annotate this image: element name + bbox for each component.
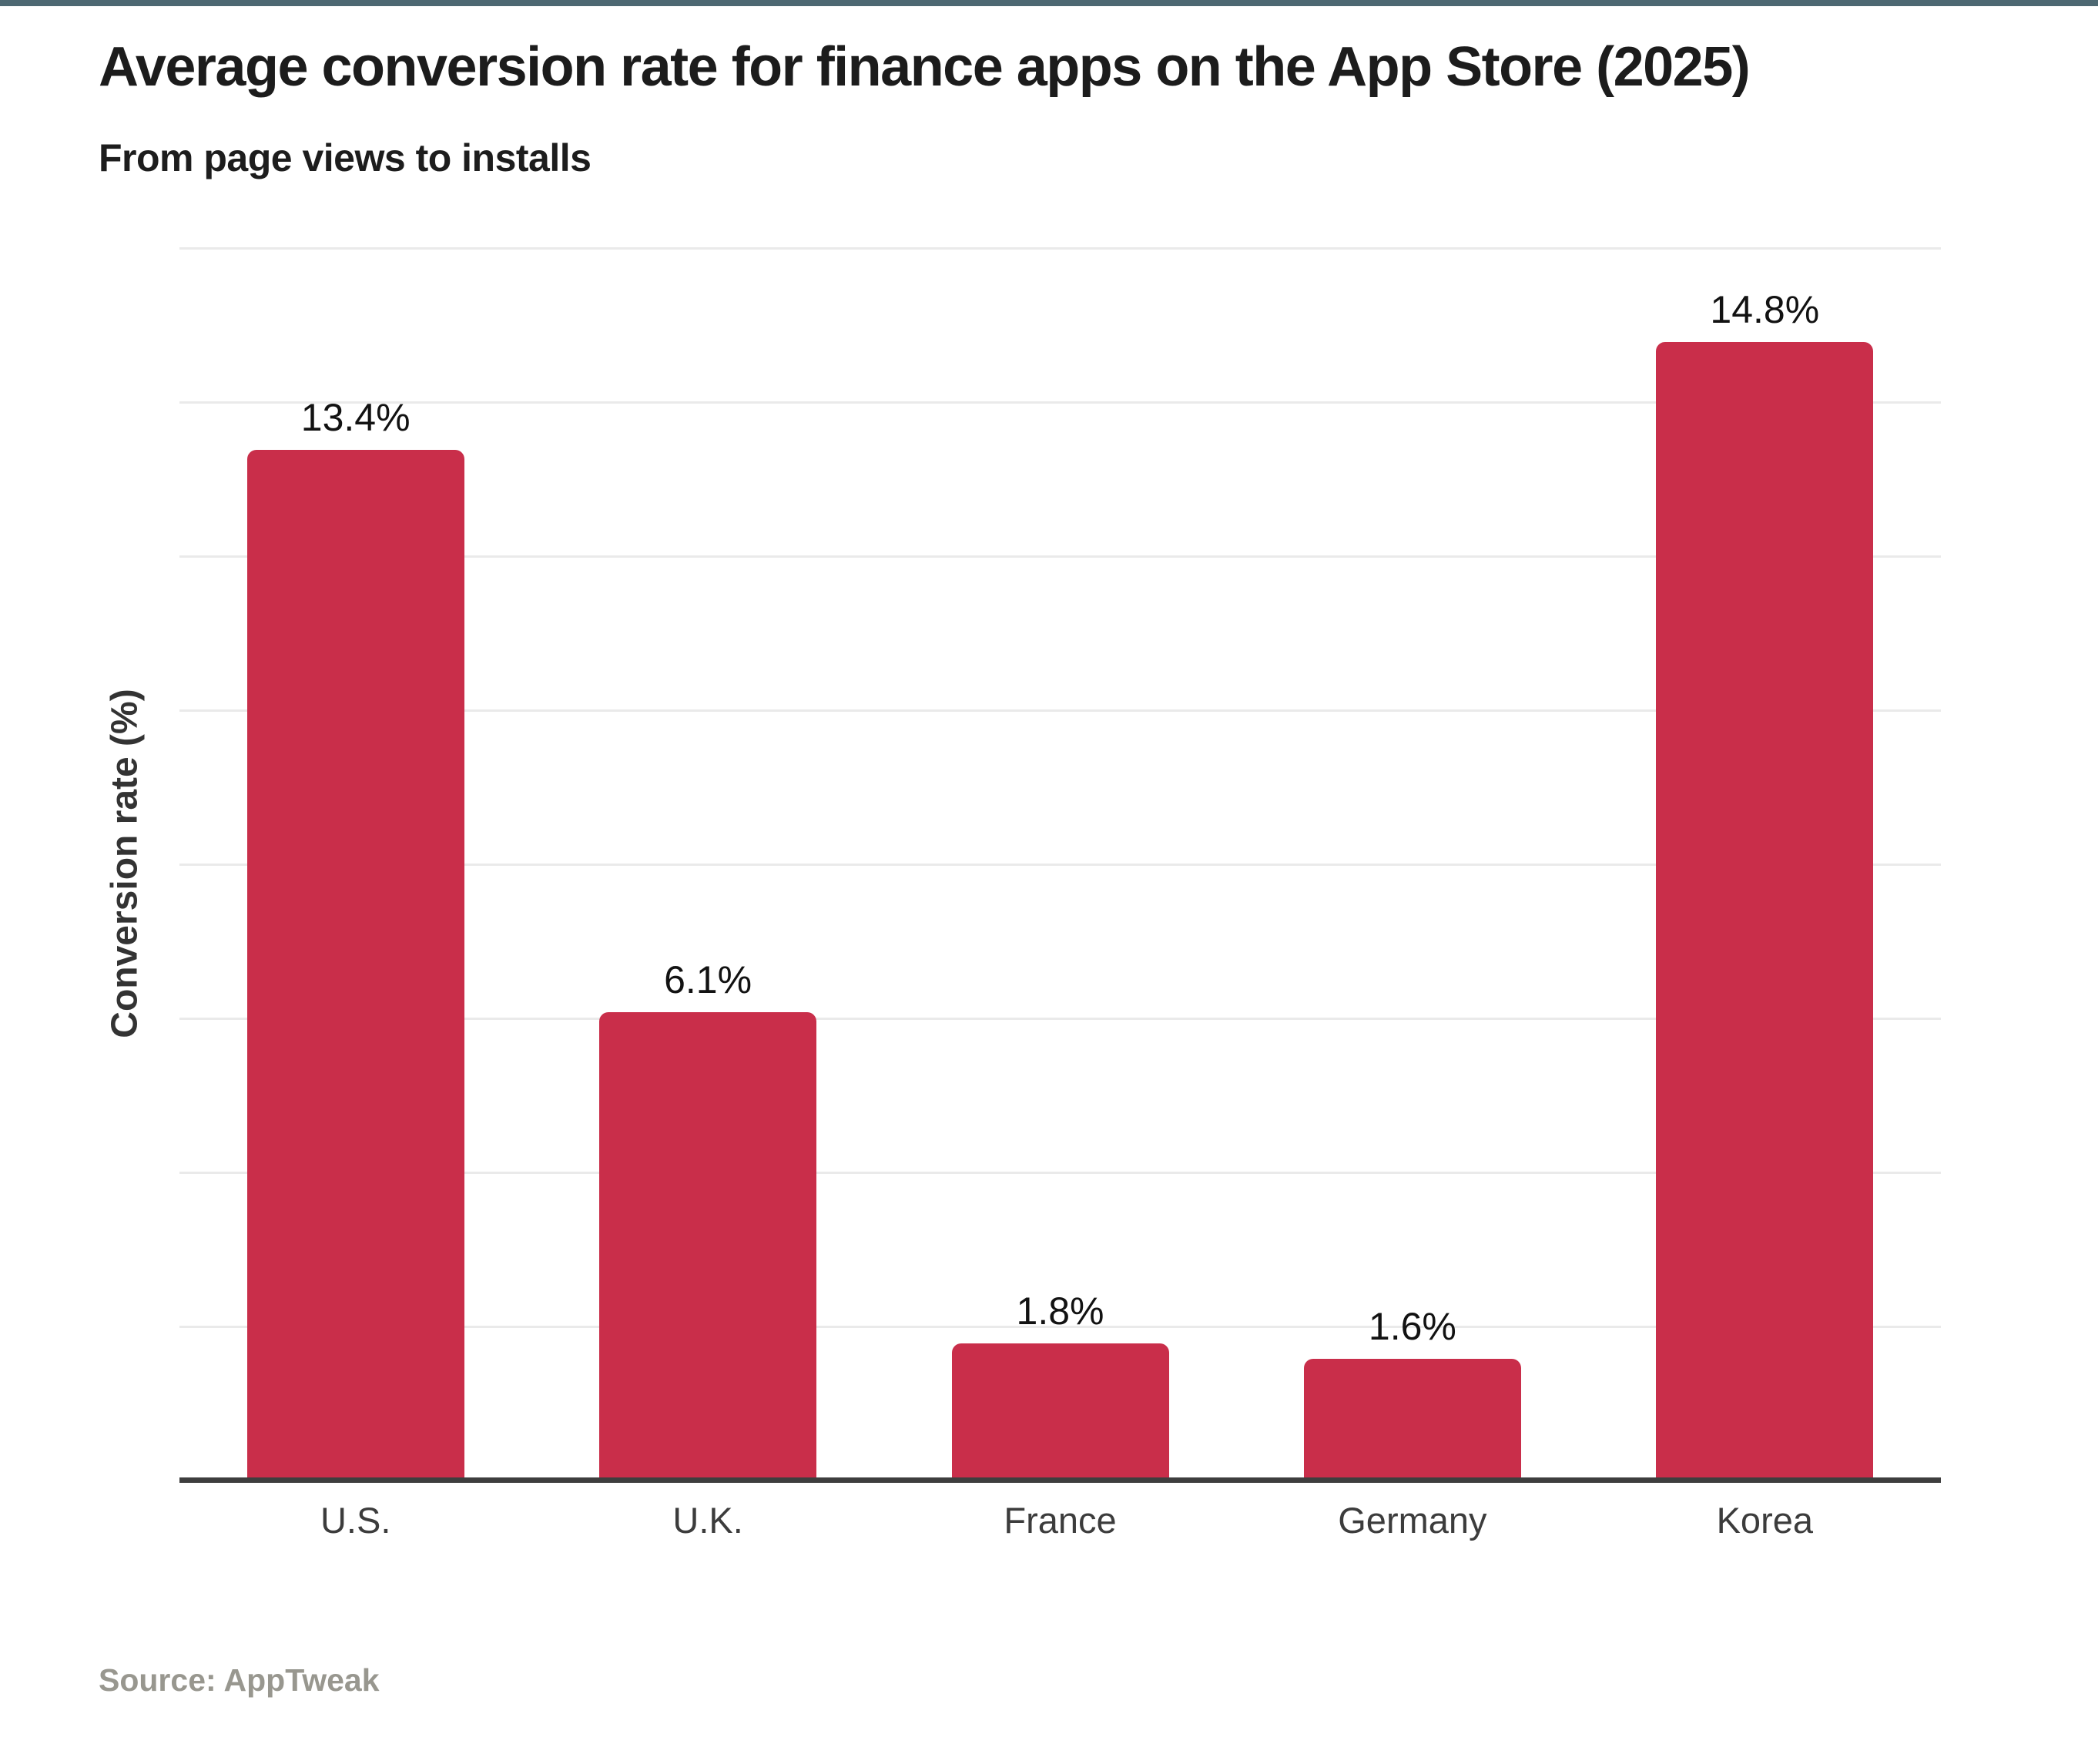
- bar-U.K.: [599, 1012, 817, 1482]
- bar-value-label: 6.1%: [664, 958, 752, 1001]
- gridline: [179, 247, 1941, 250]
- x-tick-label: U.S.: [320, 1500, 391, 1541]
- gridline: [179, 401, 1941, 404]
- bar-France: [951, 1343, 1169, 1482]
- bar-U.S.: [246, 450, 464, 1482]
- bar-value-label: 14.8%: [1710, 288, 1820, 331]
- gridline: [179, 709, 1941, 712]
- x-tick-label: France: [1004, 1500, 1117, 1541]
- gridline: [179, 864, 1941, 866]
- bar-Germany: [1303, 1359, 1521, 1482]
- gridline: [179, 1018, 1941, 1020]
- top-accent-bar: [0, 0, 2098, 6]
- x-tick-label: Korea: [1716, 1500, 1814, 1541]
- x-tick-label: Germany: [1338, 1500, 1487, 1541]
- source-note: Source: AppTweak: [99, 1662, 380, 1698]
- gridline: [179, 1172, 1941, 1174]
- gridline: [179, 1326, 1941, 1328]
- bar-value-label: 1.6%: [1368, 1305, 1456, 1348]
- page-subtitle: From page views to installs: [99, 136, 592, 179]
- bar-value-label: 1.8%: [1016, 1289, 1104, 1333]
- page-title: Average conversion rate for finance apps…: [99, 36, 1751, 98]
- bar-value-label: 13.4%: [300, 396, 411, 439]
- x-tick-label: U.K.: [672, 1500, 743, 1541]
- bar-Korea: [1656, 342, 1874, 1482]
- y-axis-label: Conversion rate (%): [104, 689, 146, 1038]
- gridline: [179, 555, 1941, 558]
- x-axis-line: [179, 1477, 1941, 1483]
